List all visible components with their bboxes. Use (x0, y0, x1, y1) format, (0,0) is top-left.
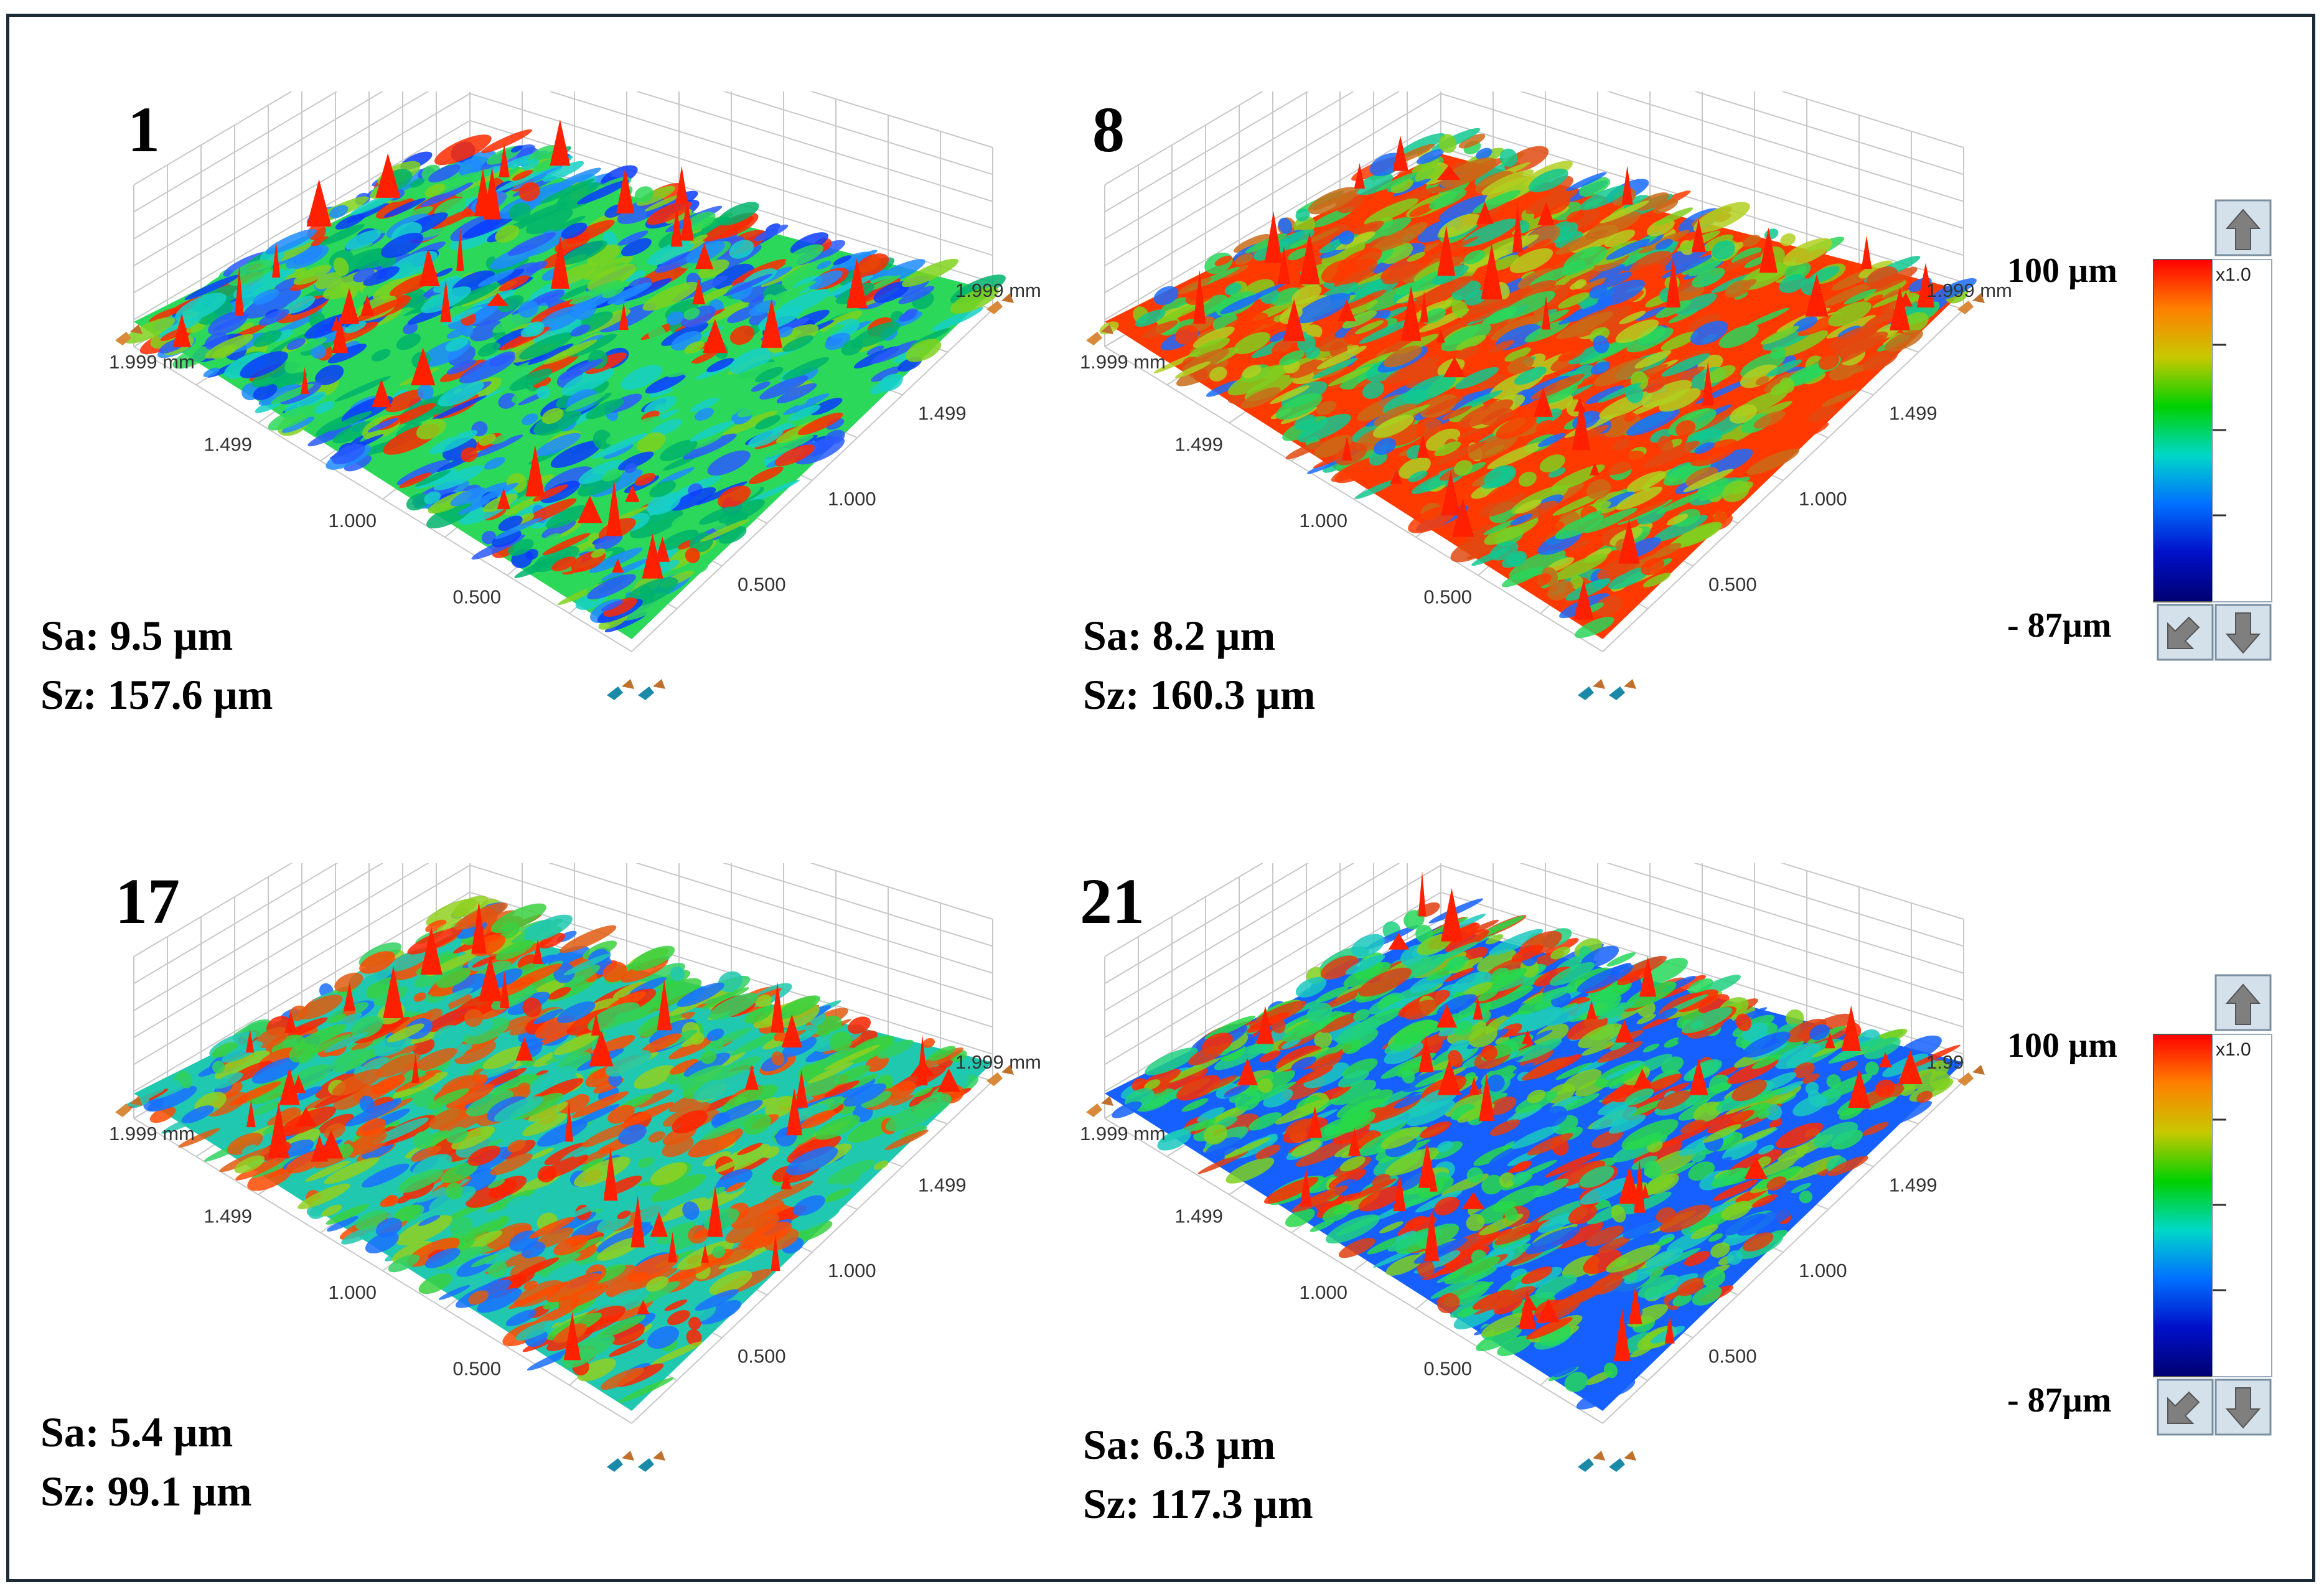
axis-tick-left: 1.000 (1299, 1281, 1347, 1303)
axis-tick-left: 1.000 (1299, 510, 1347, 531)
scale-max-label: 100 µm (2007, 251, 2117, 290)
surface-texture (1099, 128, 1977, 639)
surface-texture (1112, 871, 1961, 1410)
sz-value: Sz: 157.6 µm (40, 671, 273, 718)
surface-3d-plot: 1.999 mm 1.99 1.499 1.000 0.500 1.499 1.000 0.5… (1080, 863, 1985, 1472)
surface-panel-17: 1.999 mm 1.999 mm 1.499 1.000 0.500 1.499 1.00… (40, 863, 1043, 1579)
axis-tick-right: 0.500 (1708, 1346, 1757, 1367)
arrow-down-icon[interactable] (2214, 1379, 2272, 1436)
sz-value: Sz: 117.3 µm (1083, 1480, 1313, 1527)
axis-tick-right: 0.500 (1708, 574, 1757, 596)
axis-edge-label-left: 1.999 mm (1080, 1123, 1166, 1145)
color-scale-graphic (2153, 974, 2272, 1436)
scale-max-label: 100 µm (2007, 1026, 2117, 1065)
surface-texture (119, 896, 979, 1403)
arrow-down-icon[interactable] (2214, 604, 2272, 661)
height-color-scale: 100 µm - 87µm x1.0 (2001, 185, 2300, 670)
color-gradient-bar (2153, 1034, 2213, 1377)
scale-multiplier: x1.0 (2216, 265, 2251, 285)
axis-tick-left: 0.500 (1423, 586, 1472, 608)
scale-min-label: - 87µm (2007, 606, 2112, 645)
surface-3d-plot: 1.999 mm 1.999 mm 1.499 1.000 0.500 1.499 1.00… (109, 91, 1041, 700)
arrow-diagonal-icon[interactable] (2157, 604, 2214, 661)
axis-tick-left: 1.000 (328, 510, 377, 531)
axis-tick-left: 0.500 (1423, 1358, 1472, 1380)
arrow-up-icon[interactable] (2214, 974, 2272, 1031)
axis-edge-label-right: 1.999 mm (955, 1051, 1041, 1073)
rotate-arrows-icon[interactable] (115, 1065, 1014, 1472)
axis-tick-left: 0.500 (452, 586, 501, 608)
arrow-up-icon[interactable] (2214, 199, 2272, 256)
color-gradient-bar (2153, 259, 2213, 602)
height-color-scale: 100 µm - 87µm x1.0 (2001, 960, 2300, 1445)
axis-tick-right: 0.500 (738, 574, 786, 596)
axis-tick-left: 1.499 (204, 1206, 252, 1227)
axis-tick-right: 1.499 (918, 403, 967, 424)
axis-tick-left: 1.499 (1174, 1206, 1223, 1227)
rotate-arrows-icon[interactable] (1086, 1065, 1985, 1472)
axis-edge-label-left: 1.999 mm (109, 1123, 195, 1145)
surface-3d-plot: 1.999 mm 1.999 mm 1.499 1.000 0.500 1.499 1.00… (1080, 91, 2012, 700)
rotate-arrows-icon[interactable] (115, 293, 1014, 700)
sa-value: Sa: 5.4 µm (40, 1408, 233, 1456)
axis-edge-label-right: 1.999 mm (955, 279, 1041, 301)
axis-tick-left: 1.000 (328, 1281, 377, 1303)
axis-tick-right: 1.499 (1889, 1174, 1937, 1196)
axis-edge-label-left: 1.999 mm (109, 351, 195, 373)
panel-number: 17 (115, 866, 180, 937)
color-scale-graphic (2153, 199, 2272, 661)
panel-number: 8 (1092, 94, 1125, 166)
figure-frame: 1.999 mm 1.999 mm 1.499 1.000 0.500 1.499 1.00… (6, 14, 2315, 1582)
axis-tick-right: 0.500 (738, 1346, 786, 1367)
axis-edge-label-right: 1.99 (1926, 1051, 1964, 1073)
surface-panel-8: 1.999 mm 1.999 mm 1.499 1.000 0.500 1.499 1.00… (1055, 91, 2013, 807)
axis-tick-right: 1.000 (828, 488, 876, 510)
axis-tick-right: 1.499 (918, 1174, 967, 1196)
axis-tick-left: 0.500 (452, 1358, 501, 1380)
axis-edge-label-left: 1.999 mm (1080, 351, 1166, 373)
sa-value: Sa: 8.2 µm (1083, 612, 1276, 659)
surface-panel-21: 1.999 mm 1.99 1.499 1.000 0.500 1.499 1.000 0.5… (1055, 863, 2013, 1579)
surface-panel-1: 1.999 mm 1.999 mm 1.499 1.000 0.500 1.499 1.00… (40, 91, 1043, 807)
surface-texture (124, 119, 1006, 632)
axis-tick-right: 1.000 (1799, 1260, 1847, 1281)
surface-3d-plot: 1.999 mm 1.999 mm 1.499 1.000 0.500 1.499 1.00… (109, 863, 1041, 1472)
rotate-arrows-icon[interactable] (1086, 293, 1985, 700)
sz-value: Sz: 99.1 µm (40, 1468, 252, 1515)
sa-value: Sa: 6.3 µm (1083, 1421, 1276, 1468)
axis-tick-right: 1.000 (1799, 488, 1847, 510)
panel-number: 1 (128, 94, 160, 166)
arrow-diagonal-icon[interactable] (2157, 1379, 2214, 1436)
axis-tick-right: 1.000 (828, 1260, 876, 1281)
sa-value: Sa: 9.5 µm (40, 612, 233, 659)
sz-value: Sz: 160.3 µm (1083, 671, 1316, 718)
scale-min-label: - 87µm (2007, 1381, 2112, 1420)
panel-number: 21 (1080, 866, 1145, 937)
axis-tick-left: 1.499 (1174, 434, 1223, 456)
axis-edge-label-right: 1.999 mm (1926, 279, 2012, 301)
scale-multiplier: x1.0 (2216, 1039, 2251, 1060)
axis-tick-left: 1.499 (204, 434, 252, 456)
axis-tick-right: 1.499 (1889, 403, 1937, 424)
